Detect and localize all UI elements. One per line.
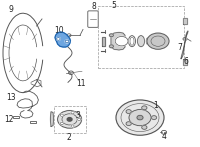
Text: 13: 13	[6, 93, 16, 102]
Text: 7: 7	[178, 42, 182, 52]
Polygon shape	[111, 32, 125, 50]
Circle shape	[65, 40, 69, 43]
Circle shape	[109, 34, 113, 37]
Text: 12: 12	[4, 115, 14, 124]
Circle shape	[126, 110, 131, 113]
Text: 3: 3	[76, 111, 80, 120]
Polygon shape	[183, 59, 187, 65]
Circle shape	[115, 36, 128, 46]
Circle shape	[71, 125, 74, 127]
Circle shape	[116, 100, 164, 135]
Bar	[54, 106, 86, 133]
Text: 4: 4	[162, 132, 166, 141]
Polygon shape	[55, 32, 70, 47]
Text: 1: 1	[154, 101, 158, 110]
Circle shape	[60, 114, 63, 116]
Circle shape	[147, 33, 169, 49]
Circle shape	[78, 118, 81, 121]
Circle shape	[67, 118, 72, 121]
Circle shape	[57, 38, 60, 40]
Text: 9: 9	[9, 5, 13, 14]
Polygon shape	[181, 31, 188, 59]
Circle shape	[71, 111, 74, 114]
Circle shape	[109, 45, 113, 48]
Circle shape	[60, 122, 63, 125]
Text: 11: 11	[76, 78, 86, 88]
Bar	[13, 116, 19, 118]
Bar	[30, 121, 36, 123]
Circle shape	[151, 116, 157, 120]
Text: 2: 2	[67, 133, 71, 142]
Circle shape	[129, 110, 151, 126]
Circle shape	[137, 115, 143, 120]
Circle shape	[142, 106, 147, 110]
Text: 6: 6	[184, 57, 188, 66]
Polygon shape	[102, 37, 105, 46]
Text: 10: 10	[54, 26, 64, 35]
Circle shape	[142, 126, 147, 129]
Ellipse shape	[138, 36, 144, 47]
Circle shape	[126, 122, 131, 126]
Bar	[98, 6, 184, 68]
Circle shape	[58, 111, 82, 128]
Polygon shape	[50, 112, 54, 126]
Text: 8: 8	[92, 2, 96, 11]
Text: 5: 5	[112, 1, 116, 10]
Polygon shape	[183, 18, 187, 24]
